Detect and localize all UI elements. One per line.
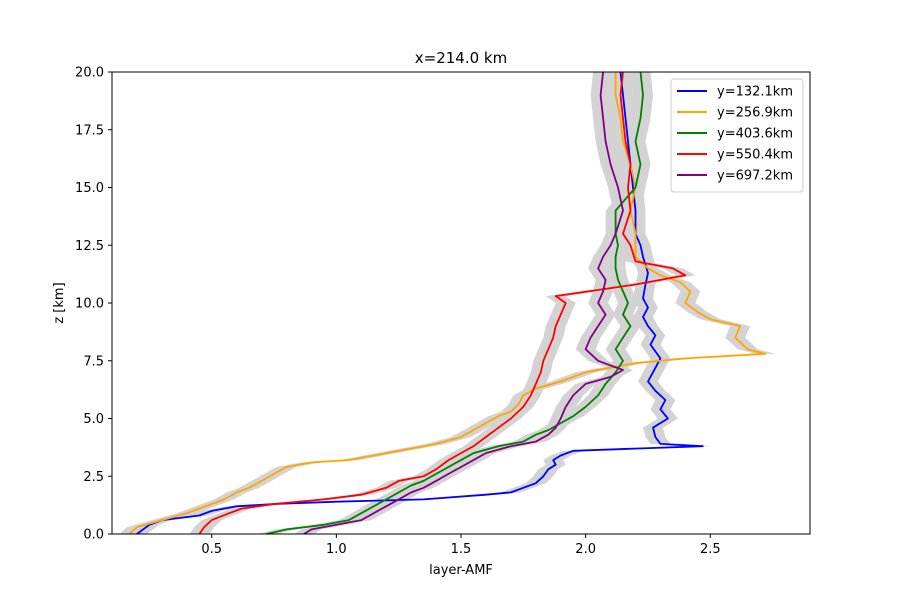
y-tick-label: 7.5 [83, 354, 104, 369]
x-tick-label: 0.5 [201, 542, 222, 557]
y-axis-ticks: 0.0 2.5 5.0 7.5 10.0 12.5 15.0 17.5 20.0 [75, 66, 112, 543]
y-tick-label: 5.0 [83, 412, 104, 427]
series-line-2 [128, 72, 766, 535]
legend-label-1: y=132.1km [717, 85, 793, 100]
x-tick-label: 2.0 [575, 542, 596, 557]
legend-label-3: y=403.6km [717, 127, 793, 142]
x-tick-label: 2.5 [700, 542, 721, 557]
uncertainty-band-5 [294, 72, 633, 534]
x-axis-ticks: 0.5 1.0 1.5 2.0 2.5 [201, 534, 721, 557]
y-tick-label: 15.0 [75, 181, 104, 196]
legend-label-4: y=550.4km [717, 148, 793, 163]
legend-box [670, 78, 804, 193]
plot-area [119, 71, 776, 535]
series-line-1 [136, 71, 704, 535]
legend-label-2: y=256.9km [717, 106, 793, 121]
y-tick-label: 12.5 [75, 239, 104, 254]
y-tick-label: 0.0 [83, 528, 104, 543]
y-tick-label: 17.5 [75, 123, 104, 138]
series-line-4 [198, 71, 687, 535]
legend-label-5: y=697.2km [717, 169, 793, 184]
y-tick-label: 2.5 [83, 470, 104, 485]
legend: y=132.1km y=256.9km y=403.6km y=550.4km y=69… [670, 78, 804, 193]
series-line-5 [303, 71, 624, 535]
x-tick-label: 1.0 [326, 542, 347, 557]
y-axis-label: z [km] [52, 282, 67, 323]
x-tick-label: 1.5 [451, 542, 472, 557]
y-tick-label: 20.0 [75, 66, 104, 81]
chart-title: x=214.0 km [415, 49, 507, 67]
y-tick-label: 10.0 [75, 297, 104, 312]
x-axis-label: layer-AMF [429, 563, 493, 578]
